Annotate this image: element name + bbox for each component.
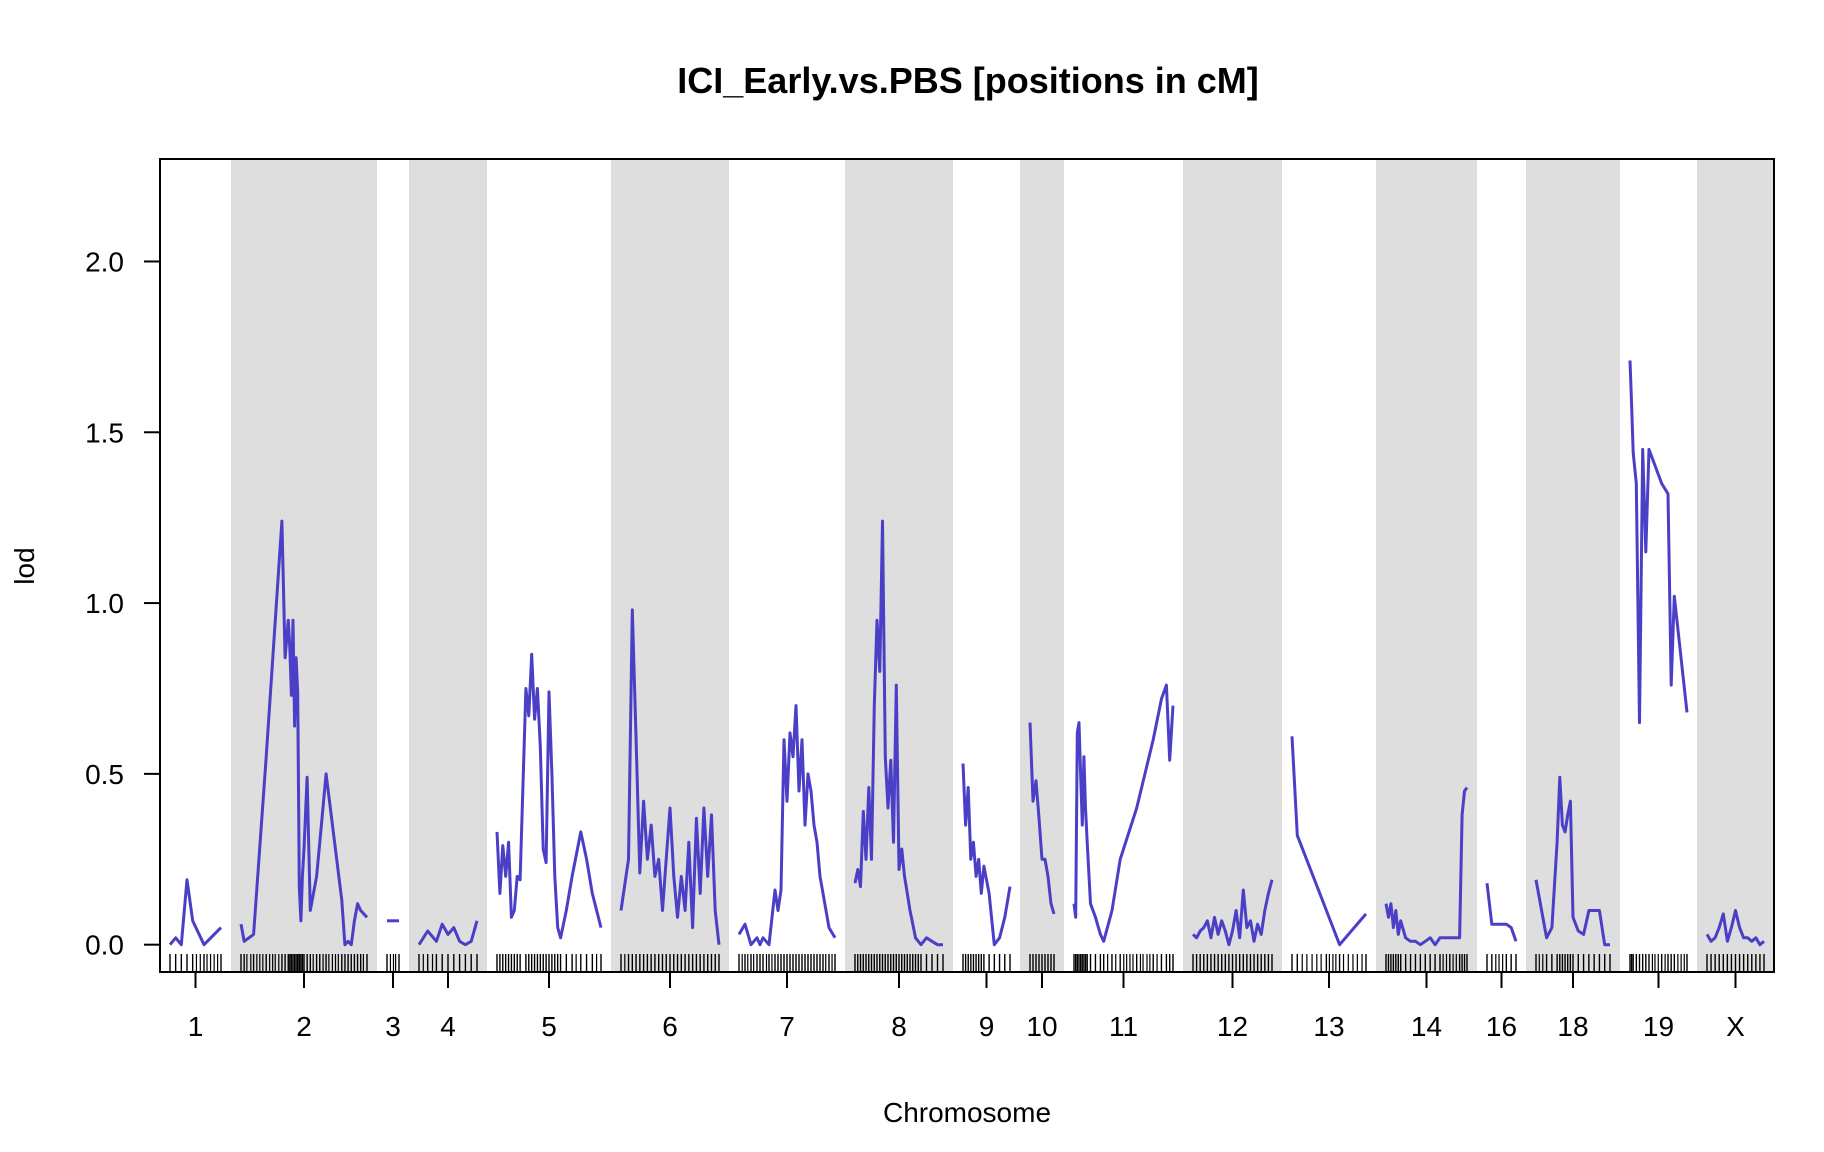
lod-curve-chr-14 xyxy=(1384,786,1469,947)
shade-band-chr-10 xyxy=(1020,159,1064,972)
lod-curve-chr-18 xyxy=(1534,775,1610,947)
y-tick-label: 1.0 xyxy=(85,588,124,619)
x-tick-label-chr-18: 18 xyxy=(1557,1011,1588,1042)
lod-curve-chr-4 xyxy=(417,920,479,947)
shade-band-chr-4 xyxy=(409,159,487,972)
x-tick-label-chr-14: 14 xyxy=(1411,1011,1442,1042)
x-axis-label: Chromosome xyxy=(883,1097,1051,1128)
x-tick-label-chr-3: 3 xyxy=(385,1011,401,1042)
chromosome-shading xyxy=(231,159,1774,972)
x-tick-label-chr-10: 10 xyxy=(1026,1011,1057,1042)
x-tick-label-chr-13: 13 xyxy=(1313,1011,1344,1042)
y-tick-label: 0.5 xyxy=(85,759,124,790)
lod-curve-chr-7 xyxy=(737,704,837,947)
lod-curve-chr-16 xyxy=(1485,883,1518,942)
shade-band-chr-12 xyxy=(1183,159,1282,972)
y-tick-label: 0.0 xyxy=(85,930,124,961)
lod-curve-chr-13 xyxy=(1290,736,1368,947)
lod-curve-chr-10 xyxy=(1028,722,1056,915)
x-tick-label-chr-x: X xyxy=(1726,1011,1745,1042)
x-tick-label-chr-16: 16 xyxy=(1486,1011,1517,1042)
lod-curve-chr-x xyxy=(1705,909,1765,947)
lod-curve-chr-8 xyxy=(853,519,943,947)
x-tick-label-chr-2: 2 xyxy=(296,1011,312,1042)
shade-band-chr-x xyxy=(1697,159,1774,972)
lod-curve-chr-5 xyxy=(495,652,603,940)
chart-title: ICI_Early.vs.PBS [positions in cM] xyxy=(677,60,1258,101)
y-tick-label: 1.5 xyxy=(85,417,124,448)
x-tick-label-chr-9: 9 xyxy=(979,1011,995,1042)
x-tick-label-chr-4: 4 xyxy=(440,1011,456,1042)
shade-band-chr-18 xyxy=(1526,159,1620,972)
plot-frame xyxy=(159,158,1775,973)
lod-curve-chr-2 xyxy=(239,519,369,947)
y-tick-label: 2.0 xyxy=(85,246,124,277)
y-axis: 0.0 0.5 1.0 1.5 2.0 xyxy=(85,246,160,961)
lod-curve-chr-6 xyxy=(619,608,721,945)
marker-rug xyxy=(169,954,1765,971)
lod-curve-chr-19 xyxy=(1628,360,1689,725)
lod-curve-chr-11 xyxy=(1072,683,1175,943)
y-axis-label: lod xyxy=(9,547,40,584)
lod-curve-chr-9 xyxy=(961,763,1012,947)
lod-curve-chr-1 xyxy=(168,878,223,947)
x-tick-label-chr-5: 5 xyxy=(541,1011,557,1042)
x-axis: 1 2 3 4 5 6 7 8 9 10 11 12 13 14 16 18 19 X xyxy=(188,972,1745,1042)
lod-curves xyxy=(168,360,1765,947)
x-tick-label-chr-19: 19 xyxy=(1643,1011,1674,1042)
x-tick-label-chr-7: 7 xyxy=(779,1011,795,1042)
x-tick-label-chr-1: 1 xyxy=(188,1011,204,1042)
x-tick-label-chr-12: 12 xyxy=(1217,1011,1248,1042)
x-tick-label-chr-11: 11 xyxy=(1109,1011,1138,1042)
lod-curve-chr-12 xyxy=(1191,879,1274,947)
x-tick-label-chr-6: 6 xyxy=(662,1011,678,1042)
x-tick-label-chr-8: 8 xyxy=(891,1011,907,1042)
